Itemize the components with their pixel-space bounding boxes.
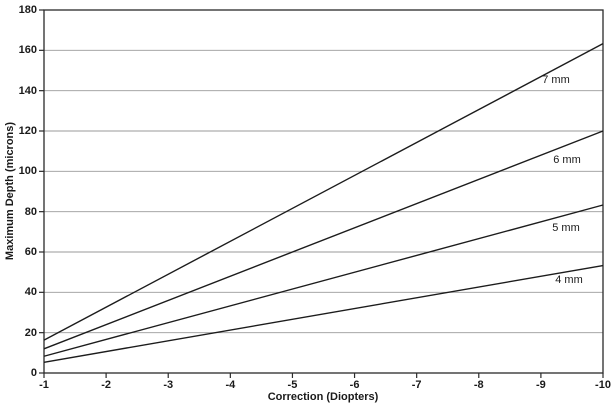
series-line-5-mm [43, 204, 604, 357]
series-line-6-mm [43, 130, 604, 350]
plot-frame [43, 9, 604, 374]
series-line-7-mm [43, 43, 604, 341]
y-axis-title: Maximum Depth (microns) [4, 121, 16, 261]
x-axis-title: Correction (Diopters) [267, 391, 379, 403]
series-line-4-mm [43, 264, 604, 364]
